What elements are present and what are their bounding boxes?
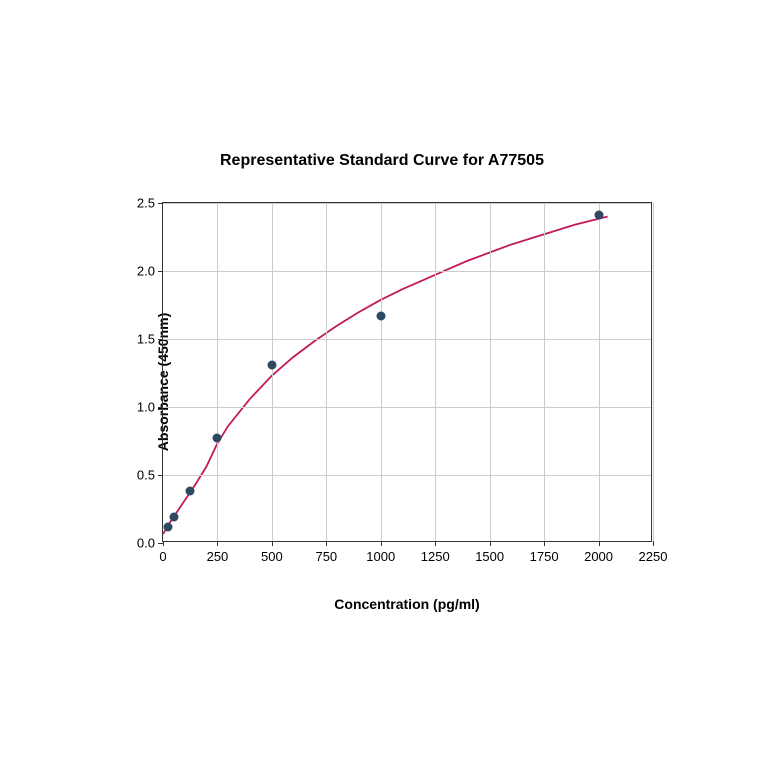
y-tick-label: 1.5 xyxy=(137,332,163,347)
gridline-horizontal xyxy=(163,203,651,204)
x-tick-label: 1000 xyxy=(366,541,395,564)
gridline-vertical xyxy=(381,203,382,541)
gridline-horizontal xyxy=(163,339,651,340)
y-tick-label: 2.5 xyxy=(137,196,163,211)
data-point xyxy=(169,513,178,522)
plot-area: 0.00.51.01.52.02.50250500750100012501500… xyxy=(162,202,652,542)
x-tick-label: 500 xyxy=(261,541,283,564)
gridline-horizontal xyxy=(163,475,651,476)
fit-curve xyxy=(163,203,651,541)
y-tick-label: 0.5 xyxy=(137,468,163,483)
y-tick-label: 1.0 xyxy=(137,400,163,415)
y-tick-label: 2.0 xyxy=(137,264,163,279)
x-tick-label: 1750 xyxy=(530,541,559,564)
x-tick-label: 250 xyxy=(207,541,229,564)
gridline-vertical xyxy=(490,203,491,541)
x-tick-label: 2000 xyxy=(584,541,613,564)
x-axis-label: Concentration (pg/ml) xyxy=(162,596,652,612)
gridline-horizontal xyxy=(163,271,651,272)
gridline-vertical xyxy=(544,203,545,541)
gridline-vertical xyxy=(217,203,218,541)
x-tick-label: 2250 xyxy=(639,541,668,564)
fit-curve-path xyxy=(163,217,608,535)
data-point xyxy=(186,487,195,496)
data-point xyxy=(164,522,173,531)
x-tick-label: 1250 xyxy=(421,541,450,564)
data-point xyxy=(267,360,276,369)
x-tick-label: 1500 xyxy=(475,541,504,564)
data-point xyxy=(376,311,385,320)
data-point xyxy=(213,434,222,443)
chart-container: Representative Standard Curve for A77505… xyxy=(82,152,682,612)
gridline-vertical xyxy=(326,203,327,541)
x-tick-label: 0 xyxy=(159,541,166,564)
gridline-horizontal xyxy=(163,407,651,408)
gridline-vertical xyxy=(653,203,654,541)
x-tick-label: 750 xyxy=(315,541,337,564)
chart-title: Representative Standard Curve for A77505 xyxy=(82,152,682,170)
gridline-vertical xyxy=(272,203,273,541)
gridline-vertical xyxy=(435,203,436,541)
data-point xyxy=(594,211,603,220)
gridline-vertical xyxy=(599,203,600,541)
